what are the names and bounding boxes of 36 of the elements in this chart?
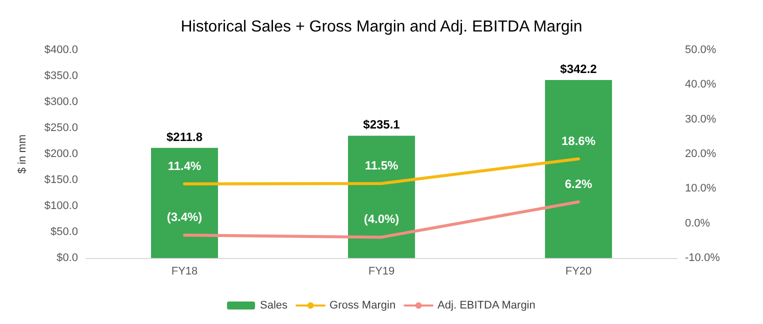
y2-tick-label: 40.0%: [685, 78, 716, 91]
y-tick-label: $250.0: [44, 122, 78, 134]
y-tick-label: $200.0: [44, 148, 78, 160]
legend-label: Gross Margin: [330, 300, 396, 312]
legend-label: Adj. EBITDA Margin: [438, 300, 536, 312]
y2-tick-label: 50.0%: [685, 44, 716, 56]
data-label: 11.5%: [364, 158, 399, 172]
y2-tick-label: 30.0%: [685, 113, 716, 126]
y-tick-label: $100.0: [44, 200, 78, 212]
y2-tick-label: 0.0%: [685, 217, 710, 230]
x-tick-label: FY20: [565, 266, 592, 278]
data-label: 6.2%: [564, 176, 592, 191]
y-tick-label: $0.0: [56, 252, 78, 264]
bar: [545, 80, 612, 258]
x-tick-label: FY19: [368, 266, 395, 278]
y-tick-label: $50.0: [50, 226, 78, 238]
y-tick-label: $400.0: [44, 44, 78, 56]
y-tick-label: $300.0: [44, 96, 78, 108]
y-axis-title: $ in mm: [16, 134, 28, 174]
y2-tick-label: 20.0%: [685, 148, 716, 160]
data-label: $342.2: [560, 62, 598, 76]
y2-tick-label: 10.0%: [685, 182, 716, 195]
y2-tick-label: -10.0%: [685, 252, 720, 264]
x-tick-label: FY18: [171, 266, 198, 278]
bar: [151, 148, 218, 258]
data-label: $211.8: [166, 130, 203, 144]
chart-title: Historical Sales + Gross Margin and Adj. EBITDA Margin: [180, 18, 582, 36]
legend-label: Sales: [260, 300, 288, 312]
data-label: 18.6%: [561, 134, 596, 148]
y-tick-label: $150.0: [44, 174, 78, 186]
data-label: (3.4%): [166, 210, 202, 224]
data-label: (4.0%): [364, 212, 400, 226]
y-tick-label: $350.0: [44, 70, 78, 82]
data-label: 11.4%: [168, 158, 202, 173]
bar: [348, 136, 415, 258]
data-label: $235.1: [363, 118, 400, 132]
